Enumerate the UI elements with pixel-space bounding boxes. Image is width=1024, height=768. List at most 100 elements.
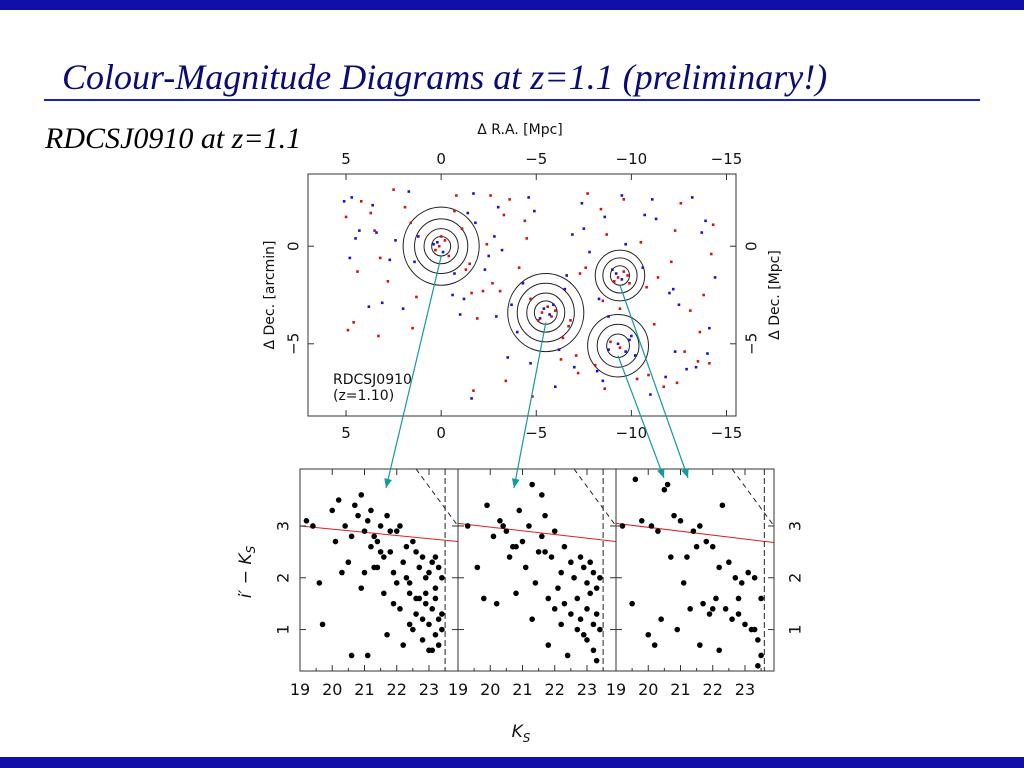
galaxy-point bbox=[586, 192, 589, 195]
galaxy-point bbox=[607, 348, 610, 351]
cmd-point bbox=[590, 569, 597, 576]
galaxy-point bbox=[709, 252, 713, 256]
cmd-y-tick-label-left: 2 bbox=[274, 573, 293, 583]
galaxy-point bbox=[460, 227, 464, 230]
density-contour bbox=[609, 265, 630, 286]
galaxy-point bbox=[582, 227, 586, 230]
cmd-point bbox=[484, 502, 490, 509]
cmd-point bbox=[435, 564, 442, 571]
cmd-point bbox=[619, 523, 626, 529]
cmd-point bbox=[432, 631, 439, 638]
cmd-point bbox=[713, 595, 719, 602]
cmd-point bbox=[368, 507, 374, 514]
cmd-point bbox=[551, 606, 558, 612]
cmd-point bbox=[738, 580, 745, 586]
cmd-point bbox=[651, 642, 658, 648]
cmd-x-tick-label: 23 bbox=[419, 680, 439, 699]
cmd-point bbox=[513, 543, 519, 550]
galaxy-point bbox=[679, 201, 683, 205]
galaxy-point bbox=[641, 266, 645, 269]
galaxy-point bbox=[550, 315, 553, 318]
bottom-band bbox=[0, 757, 1024, 768]
cmd-point bbox=[374, 564, 381, 571]
cmd-point bbox=[503, 528, 510, 534]
cmd-point bbox=[348, 533, 355, 540]
galaxy-point bbox=[373, 229, 376, 232]
cmd-point bbox=[464, 523, 471, 529]
slide-subtitle: RDCSJ0910 at z=1.1 bbox=[45, 122, 302, 155]
galaxy-point bbox=[685, 367, 688, 371]
galaxy-point bbox=[675, 381, 679, 385]
cmd-point bbox=[335, 497, 342, 503]
galaxy-point bbox=[359, 200, 363, 203]
galaxy-point bbox=[495, 315, 498, 318]
cmd-point bbox=[339, 569, 345, 576]
color-limit-line bbox=[415, 468, 459, 527]
galaxy-point bbox=[472, 192, 475, 195]
cmd-x-tick-label: 21 bbox=[670, 680, 690, 699]
galaxy-point bbox=[635, 377, 639, 381]
galaxy-point bbox=[536, 319, 540, 322]
cmd-point bbox=[742, 621, 748, 628]
density-contour bbox=[602, 257, 638, 294]
cmd-point bbox=[384, 631, 390, 638]
galaxy-point bbox=[350, 196, 354, 199]
galaxy-point bbox=[654, 217, 658, 221]
cmd-point bbox=[381, 590, 387, 597]
color-limit-line bbox=[731, 468, 775, 527]
galaxy-point bbox=[451, 293, 454, 297]
cmd-point bbox=[390, 569, 397, 576]
galaxy-point bbox=[401, 307, 405, 310]
cmd-point bbox=[364, 652, 371, 659]
galaxy-point bbox=[378, 256, 382, 260]
cmd-y-tick-label-left: 3 bbox=[274, 521, 293, 531]
galaxy-point bbox=[538, 317, 542, 320]
galaxy-point bbox=[546, 305, 549, 309]
cmd-point bbox=[655, 528, 661, 534]
cmd-point bbox=[561, 543, 568, 550]
connector-arrow bbox=[385, 256, 442, 489]
galaxy-point bbox=[696, 360, 700, 363]
cmd-point bbox=[545, 642, 552, 648]
galaxy-point bbox=[413, 260, 416, 264]
cmd-point bbox=[419, 616, 426, 623]
cmd-point bbox=[364, 517, 371, 524]
cmd-point bbox=[638, 517, 645, 524]
galaxy-point bbox=[628, 281, 631, 285]
cmd-point bbox=[422, 574, 429, 581]
galaxy-point bbox=[620, 194, 624, 197]
galaxy-point bbox=[527, 196, 530, 199]
density-contour bbox=[423, 228, 459, 265]
cmd-point bbox=[506, 554, 513, 560]
galaxy-point bbox=[464, 268, 468, 271]
slide-title: Colour-Magnitude Diagrams at z=1.1 (prel… bbox=[62, 57, 828, 97]
galaxy-point bbox=[700, 231, 704, 234]
cmd-point bbox=[361, 569, 368, 576]
cmd-point bbox=[648, 523, 655, 529]
cmd-point bbox=[435, 642, 442, 648]
cmd-point bbox=[587, 559, 594, 566]
galaxy-point bbox=[711, 223, 715, 227]
galaxy-point bbox=[432, 242, 435, 246]
galaxy-point bbox=[706, 352, 709, 355]
galaxy-point bbox=[500, 248, 504, 252]
galaxy-point bbox=[487, 254, 491, 258]
galaxy-point bbox=[388, 258, 392, 262]
cmd-point bbox=[732, 574, 739, 581]
cmd-x-tick-label: 21 bbox=[512, 680, 532, 699]
cmd-point bbox=[522, 564, 529, 571]
galaxy-point bbox=[553, 385, 557, 389]
connector-arrows bbox=[384, 256, 689, 489]
galaxy-point bbox=[409, 221, 413, 225]
cmd-x-tick-label: 20 bbox=[322, 680, 342, 699]
cmd-point bbox=[539, 533, 545, 540]
galaxy-point bbox=[702, 293, 705, 297]
galaxy-point bbox=[441, 250, 445, 254]
galaxy-point bbox=[651, 198, 654, 201]
cmd-point bbox=[400, 559, 406, 566]
cmd-point bbox=[661, 486, 668, 493]
cmd-x-tick-label: 22 bbox=[703, 680, 723, 699]
cmd-point bbox=[303, 517, 310, 524]
cmd-panel: 19 20 21 22 23 bbox=[290, 468, 459, 699]
cmd-point bbox=[419, 554, 426, 560]
